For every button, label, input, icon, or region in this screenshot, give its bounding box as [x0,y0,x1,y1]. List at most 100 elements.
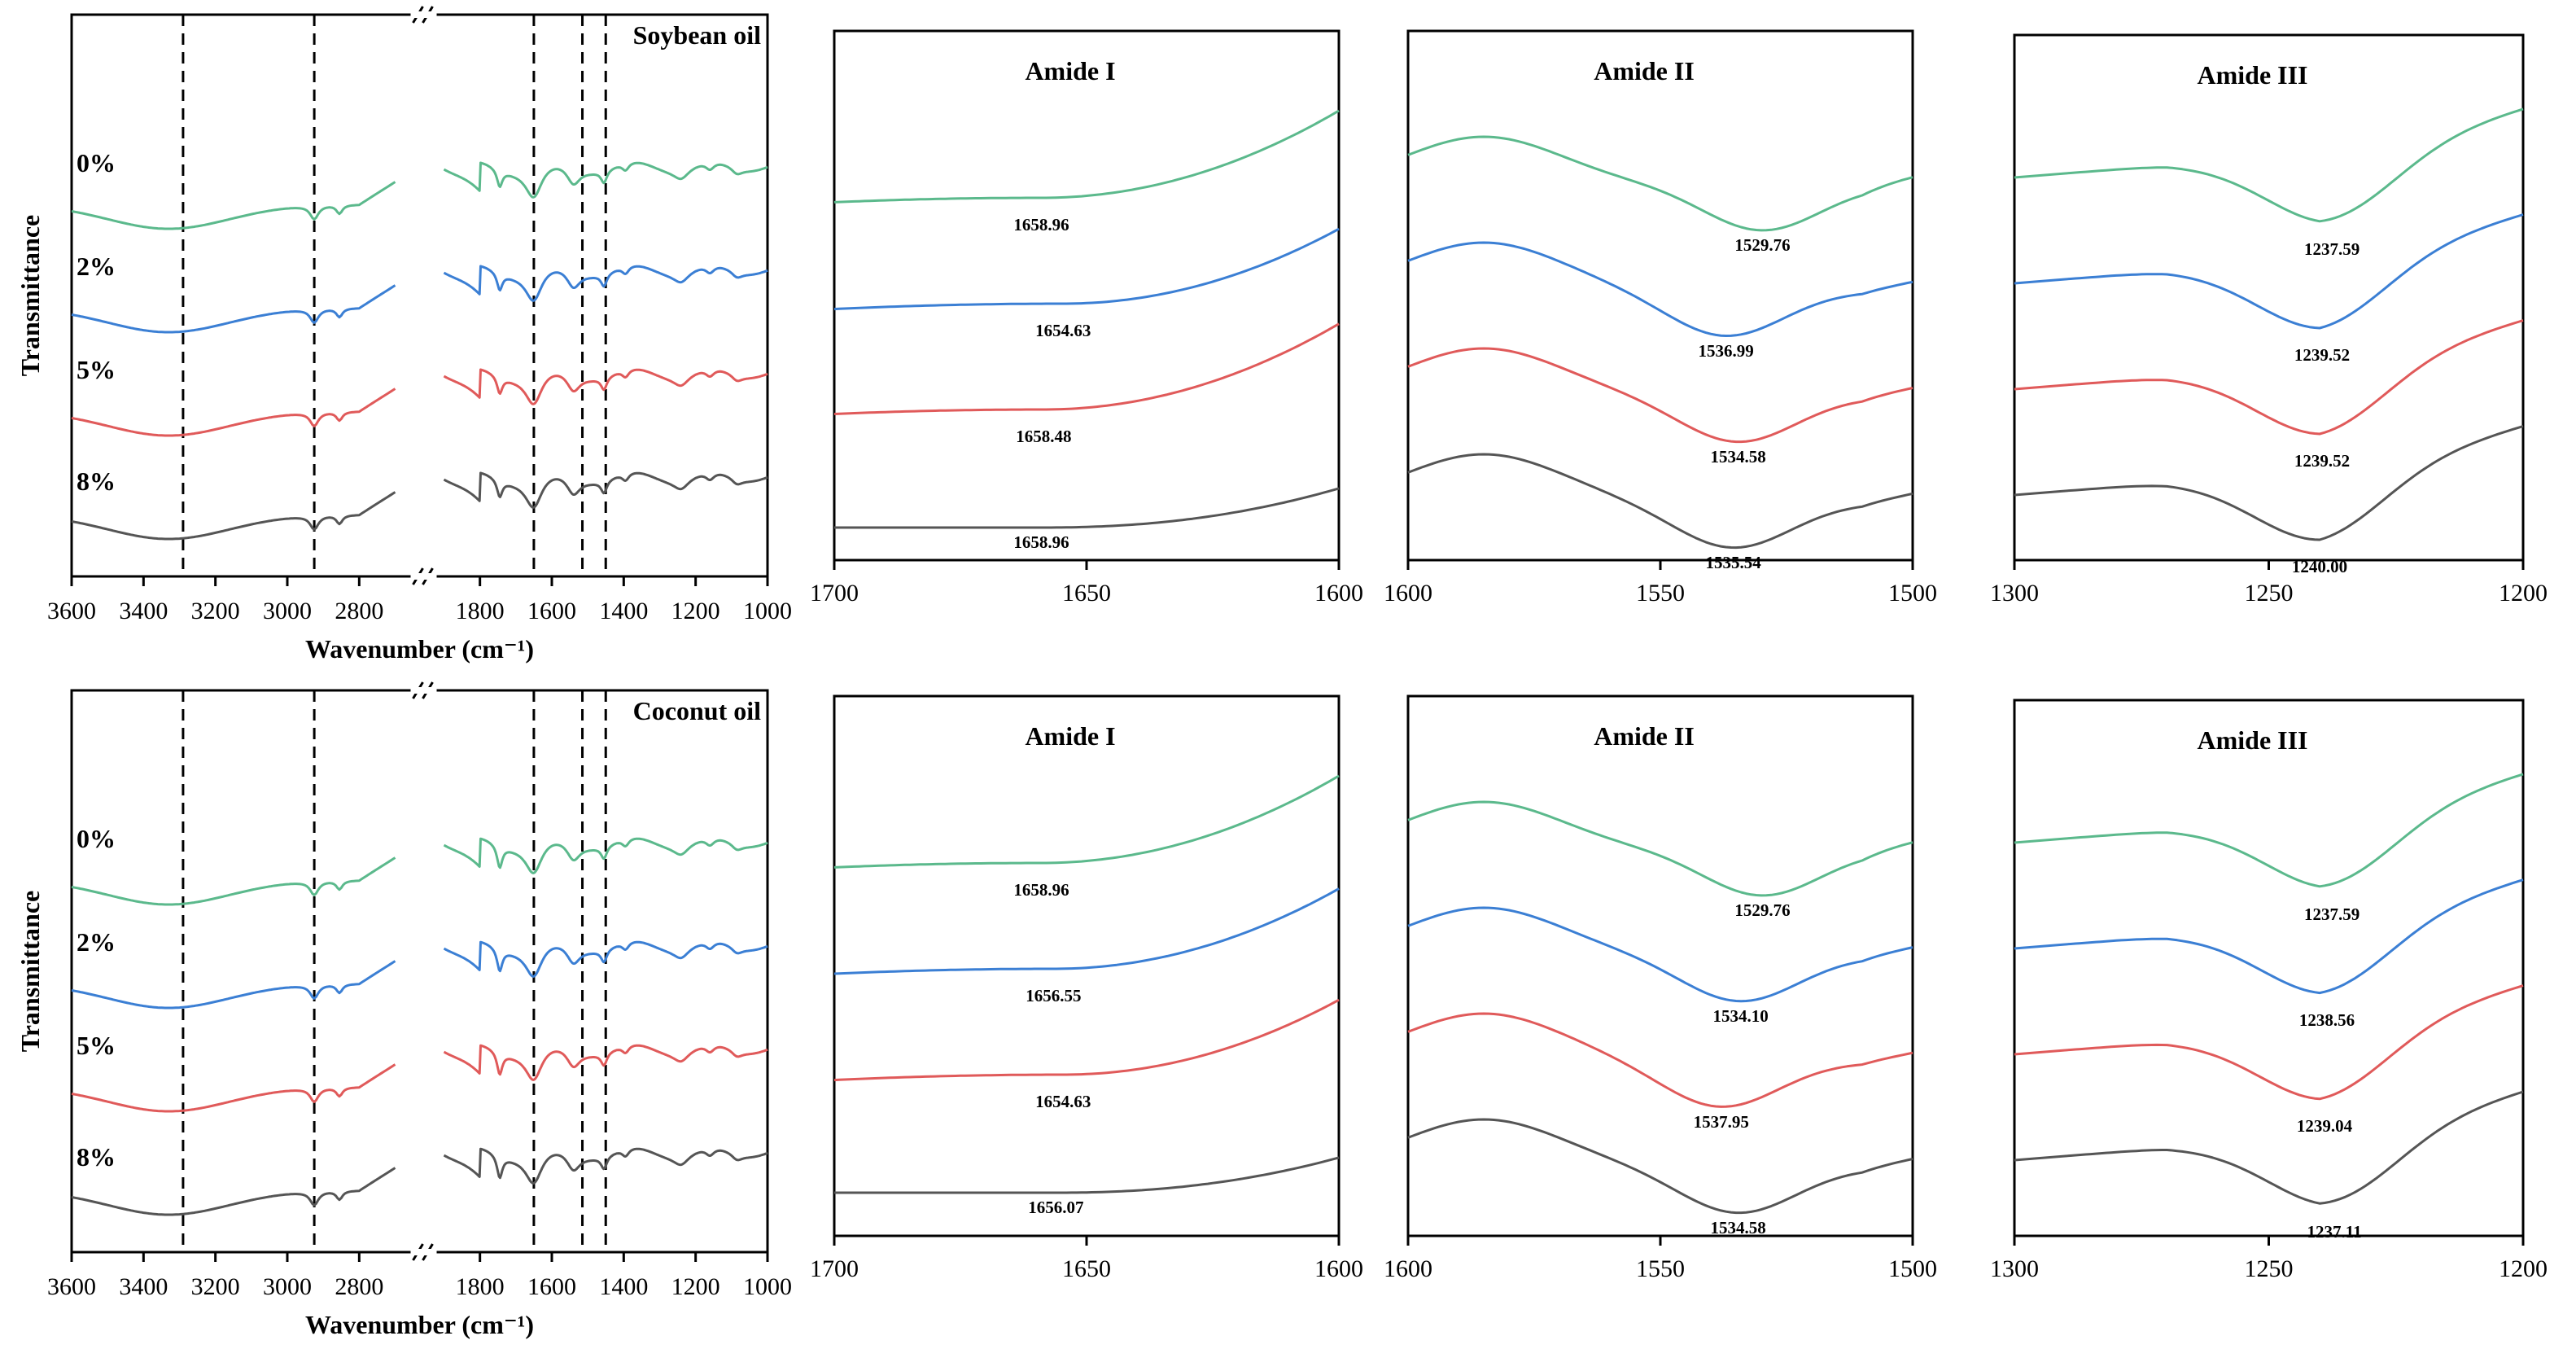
x-tick-label: 1300 [1990,580,2039,607]
x-tick-label: 1650 [1062,1255,1111,1282]
spectrum-line-5pct [833,998,1340,1082]
spectrum-line-2pct-region2 [443,940,768,978]
x-tick-label: 1600 [1314,580,1363,607]
spectrum-line-0pct-region2 [443,161,768,199]
spectrum-line-0pct-region2 [443,837,768,874]
spectrum-line-2pct-region1 [71,284,396,334]
panel-title: Coconut oil [633,696,761,725]
spectrum-line-0pct [2014,773,2524,888]
spectrum-line-8pct [1407,453,1913,550]
spectrum-line-5pct [1407,347,1913,444]
spectrum-line-5pct [833,322,1340,415]
x-tick-label: 3000 [263,598,312,624]
spectrum-line-8pct-region1 [71,491,396,541]
peak-label: 1237.59 [2304,905,2360,924]
series-label: 5% [77,1031,116,1060]
panel-title: Soybean oil [633,20,761,50]
series-label: 0% [77,148,116,177]
x-tick-label: 3000 [263,1273,312,1300]
x-tick-label: 1200 [671,598,720,624]
peak-label: 1654.63 [1035,1092,1091,1111]
x-tick-label: 3200 [191,1273,240,1300]
spectrum-line-8pct-region1 [71,1167,396,1216]
peak-label: 1534.58 [1710,447,1765,466]
x-axis-label: Wavenumber (cm⁻¹) [305,1310,534,1339]
x-tick-label: 3400 [119,1273,168,1300]
peak-label: 1658.96 [1013,880,1069,900]
spectrum-line-2pct-region2 [443,265,768,302]
peak-label: 1240.00 [2292,557,2347,576]
zoom-panel-soy-amide2: 1600 1550 1500 Amide II 1529.76 1536.99 1534.5… [1384,29,1937,607]
peak-label: 1239.04 [2297,1116,2353,1136]
x-tick-label: 1600 [1384,1255,1432,1282]
x-tick-label: 3400 [119,598,168,624]
spectrum-line-8pct [1407,1118,1913,1215]
plot-frame [833,694,1340,1237]
zoom-panel-coco-amide3: 1300 1250 1200 Amide III 1237.59 1238.56 1239.… [1990,699,2548,1282]
zoom-panel-soy-amide3: 1300 1250 1200 Amide III 1237.59 1239.52 1239.… [1990,33,2548,607]
spectrum-line-2pct [1407,241,1913,337]
peak-label: 1658.48 [1016,427,1071,446]
spectrum-line-2pct [833,887,1340,975]
spectrum-line-0pct [833,109,1340,204]
x-tick-label: 1400 [599,1273,648,1300]
spectrum-line-2pct-region1 [71,960,396,1010]
spectrum-line-5pct-region2 [443,1044,768,1081]
x-tick-label: 1600 [1314,1255,1363,1282]
y-axis-label: Transmittance [15,891,45,1052]
x-tick-label: 1500 [1888,1255,1937,1282]
spectrum-line-8pct [2014,1090,2524,1205]
spectrum-line-0pct [833,774,1340,869]
x-tick-label: 1300 [1990,1255,2039,1282]
spectrum-line-8pct [834,487,1340,529]
spectrum-line-0pct-region1 [71,181,396,230]
x-tick-label: 1200 [2499,580,2548,607]
x-tick-label: 1600 [527,598,576,624]
x-tick-label: 1550 [1636,1255,1685,1282]
spectrum-line-8pct-region2 [443,1147,768,1185]
x-tick-label: 1800 [456,598,505,624]
x-tick-label: 1000 [743,598,792,624]
series-label: 2% [77,252,116,281]
x-tick-label: 2800 [335,598,383,624]
spectrum-line-5pct [1407,1012,1913,1108]
plot-frame [1406,694,1914,1237]
zoom-panel-soy-amide1: 1700 1650 1600 Amide I 1658.96 1654.63 1658.48… [810,29,1363,607]
series-label: 8% [77,466,116,496]
peak-label: 1239.52 [2294,451,2350,471]
panel-title: Amide II [1594,56,1695,85]
x-tick-label: 1500 [1888,580,1937,607]
peak-label: 1656.07 [1028,1198,1083,1217]
x-tick-label: 1700 [810,580,859,607]
plot-frame [833,29,1340,562]
spectrum-line-2pct [1407,906,1913,1003]
x-tick-label: 1600 [527,1273,576,1300]
plot-frame [2013,33,2525,562]
x-tick-label: 2800 [335,1273,383,1300]
peak-label: 1238.56 [2299,1010,2355,1030]
peak-label: 1239.52 [2294,345,2350,365]
peak-label: 1536.99 [1699,341,1754,361]
peak-label: 1534.58 [1710,1218,1765,1237]
peak-label: 1535.54 [1706,553,1762,572]
peak-label: 1656.55 [1026,986,1081,1005]
x-tick-label: 1200 [2499,1255,2548,1282]
spectrum-line-5pct [2014,984,2524,1101]
spectrum-line-5pct-region1 [71,1063,396,1113]
spectrum-line-8pct [2014,425,2524,541]
spectrum-line-0pct-region1 [71,856,396,906]
x-tick-label: 1600 [1384,580,1432,607]
peak-label: 1654.63 [1035,321,1091,340]
spectrum-line-5pct [2014,319,2524,436]
series-label: 0% [77,824,116,853]
spectrum-line-5pct-region2 [443,368,768,405]
plot-frame [1406,29,1914,562]
spectrum-line-0pct [1407,135,1913,232]
y-axis-label: Transmittance [15,215,45,376]
panel-title: Amide II [1594,721,1695,751]
full-spectrum-panel-soy-full: 3600 3400 3200 3000 2800 1800 1600 1400 1200 1000… [15,6,792,664]
peak-label: 1237.11 [2307,1222,2362,1242]
x-tick-label: 1250 [2245,1255,2294,1282]
axis-break-gap-bottom [410,1249,437,1255]
spectrum-line-5pct-region1 [71,388,396,437]
